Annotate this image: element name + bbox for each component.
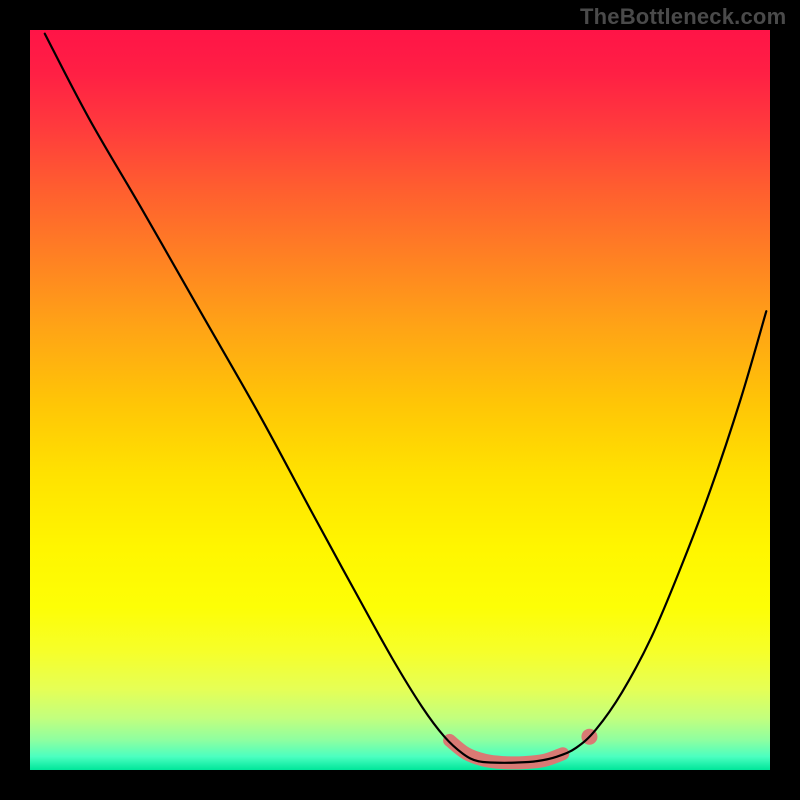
watermark-text: TheBottleneck.com (580, 4, 786, 30)
plot-area (30, 30, 770, 770)
gradient-background (30, 30, 770, 770)
chart-frame: TheBottleneck.com (0, 0, 800, 800)
bottleneck-chart-svg (30, 30, 770, 770)
